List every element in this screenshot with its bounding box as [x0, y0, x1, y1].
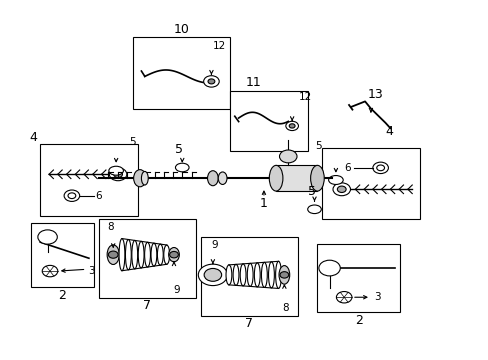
Bar: [99, 219, 196, 298]
Ellipse shape: [279, 266, 289, 284]
Ellipse shape: [254, 263, 260, 287]
Ellipse shape: [109, 166, 123, 175]
Ellipse shape: [138, 241, 144, 268]
Ellipse shape: [225, 265, 231, 285]
Ellipse shape: [119, 239, 124, 271]
Circle shape: [38, 230, 57, 244]
Ellipse shape: [310, 165, 324, 191]
Ellipse shape: [125, 239, 131, 270]
Text: 5: 5: [314, 141, 321, 151]
Circle shape: [203, 76, 219, 87]
Circle shape: [280, 272, 288, 278]
Ellipse shape: [240, 264, 245, 286]
Text: 12: 12: [212, 41, 225, 51]
Ellipse shape: [275, 261, 281, 288]
Ellipse shape: [175, 163, 189, 172]
Circle shape: [198, 264, 227, 285]
Bar: [322, 148, 419, 219]
Circle shape: [288, 124, 294, 128]
Circle shape: [318, 260, 340, 276]
Circle shape: [285, 121, 298, 131]
Text: 4: 4: [385, 125, 392, 138]
Text: 2: 2: [354, 314, 362, 327]
Text: 5: 5: [175, 143, 183, 156]
Ellipse shape: [151, 243, 157, 266]
Circle shape: [109, 168, 126, 181]
Ellipse shape: [218, 172, 226, 184]
Text: 6: 6: [95, 191, 102, 201]
Bar: [276, 165, 317, 191]
Circle shape: [337, 186, 346, 193]
Text: 9: 9: [173, 285, 180, 295]
Bar: [229, 91, 307, 152]
Circle shape: [114, 171, 122, 177]
Text: 8: 8: [282, 303, 288, 313]
Ellipse shape: [328, 176, 343, 184]
Text: 4: 4: [29, 131, 37, 144]
Text: 3: 3: [88, 266, 95, 276]
Text: 11: 11: [245, 76, 261, 89]
Ellipse shape: [268, 262, 274, 288]
Bar: [317, 244, 399, 312]
Text: 12: 12: [298, 92, 311, 102]
Ellipse shape: [141, 171, 148, 185]
Ellipse shape: [107, 245, 119, 265]
Ellipse shape: [132, 240, 138, 269]
Circle shape: [203, 269, 221, 281]
Bar: [30, 223, 94, 287]
Circle shape: [336, 292, 351, 303]
Bar: [132, 37, 229, 109]
Ellipse shape: [247, 264, 253, 287]
Circle shape: [372, 162, 387, 174]
Ellipse shape: [233, 264, 239, 285]
Ellipse shape: [163, 245, 169, 264]
Circle shape: [42, 265, 58, 277]
Bar: [40, 144, 137, 216]
Ellipse shape: [168, 248, 179, 262]
Circle shape: [376, 165, 384, 171]
Text: 10: 10: [173, 23, 189, 36]
Circle shape: [68, 193, 76, 199]
Text: 6: 6: [344, 163, 350, 173]
Text: 9: 9: [211, 240, 217, 250]
Text: 7: 7: [143, 299, 151, 312]
Bar: [201, 237, 297, 316]
Text: 2: 2: [58, 288, 66, 302]
Text: 13: 13: [367, 88, 383, 101]
Circle shape: [169, 251, 178, 258]
Ellipse shape: [157, 244, 163, 265]
Circle shape: [108, 251, 118, 258]
Ellipse shape: [133, 170, 146, 187]
Text: 7: 7: [245, 317, 253, 330]
Circle shape: [332, 183, 350, 196]
Ellipse shape: [144, 242, 150, 267]
Ellipse shape: [307, 205, 321, 213]
Ellipse shape: [261, 262, 267, 287]
Ellipse shape: [269, 165, 283, 191]
Circle shape: [64, 190, 80, 202]
Text: 5: 5: [129, 138, 136, 148]
Text: 8: 8: [107, 222, 114, 232]
Circle shape: [279, 150, 296, 163]
Text: 5: 5: [307, 185, 315, 198]
Text: 1: 1: [260, 197, 267, 211]
Circle shape: [207, 79, 214, 84]
Text: 3: 3: [373, 292, 380, 302]
Ellipse shape: [207, 171, 218, 186]
